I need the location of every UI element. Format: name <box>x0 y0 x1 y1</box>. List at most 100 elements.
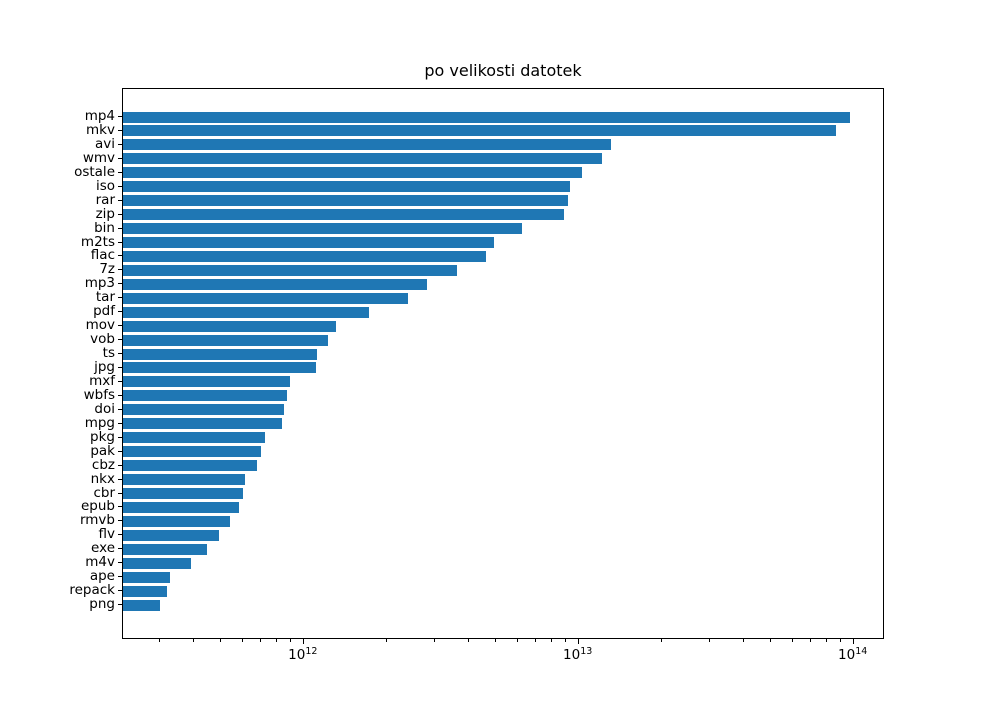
x-minor-tick <box>840 639 842 642</box>
y-tick-label: repack <box>69 582 115 599</box>
y-tick-label: mov <box>85 317 115 334</box>
y-tick-label: jpg <box>94 359 115 375</box>
y-tick-label: ts <box>102 345 115 361</box>
y-tick-label: cbz <box>91 456 115 473</box>
bar <box>123 487 243 499</box>
y-tick-mark <box>118 227 122 229</box>
bar <box>123 264 457 276</box>
y-tick-mark <box>118 506 122 508</box>
bar <box>123 195 568 207</box>
bar <box>123 529 219 541</box>
y-tick-mark <box>118 325 122 327</box>
y-tick-label: mpg <box>84 414 115 431</box>
y-tick-label: flv <box>98 526 116 543</box>
y-tick-label: wbfs <box>83 386 115 403</box>
y-tick-mark <box>118 339 122 341</box>
bar <box>123 320 336 332</box>
x-minor-tick <box>535 639 537 642</box>
x-minor-tick <box>220 639 221 642</box>
x-minor-tick <box>810 639 812 642</box>
y-tick-label: mxf <box>89 372 115 389</box>
y-tick-mark <box>118 269 122 271</box>
y-tick-mark <box>118 311 122 313</box>
y-tick-mark <box>118 520 122 522</box>
x-minor-tick <box>260 639 262 642</box>
bar <box>123 432 265 444</box>
x-major-tick <box>577 639 579 644</box>
y-tick-label: m2ts <box>80 233 115 250</box>
y-tick-label: rmvb <box>79 512 115 529</box>
y-tick-mark <box>118 604 122 605</box>
bar <box>123 181 571 193</box>
y-tick-label: pkg <box>90 428 115 445</box>
y-tick-mark <box>118 129 122 131</box>
bar <box>123 474 245 486</box>
bar <box>123 348 318 360</box>
y-tick-mark <box>118 590 122 592</box>
x-minor-tick <box>495 639 496 642</box>
y-tick-label: flac <box>90 247 115 264</box>
bar <box>123 139 611 151</box>
bar <box>123 446 262 458</box>
y-tick-label: png <box>89 596 115 612</box>
bar <box>123 125 836 137</box>
bar <box>123 223 522 235</box>
y-tick-label: iso <box>95 177 115 194</box>
y-tick-mark <box>118 185 122 187</box>
bar <box>123 278 427 290</box>
bar <box>123 334 328 346</box>
bar <box>123 557 192 569</box>
x-minor-tick <box>241 639 243 642</box>
y-tick-label: vob <box>90 331 115 348</box>
x-minor-tick <box>708 639 710 642</box>
x-major-tick <box>302 639 304 644</box>
y-tick-mark <box>118 367 122 368</box>
y-tick-label: epub <box>80 498 115 515</box>
plot-area <box>122 88 884 639</box>
x-minor-tick <box>516 639 518 642</box>
x-minor-tick <box>551 639 553 642</box>
x-minor-tick <box>159 639 160 642</box>
y-tick-mark <box>118 394 122 396</box>
y-tick-label: exe <box>91 540 115 557</box>
bar <box>123 167 583 179</box>
y-tick-mark <box>118 380 122 382</box>
x-tick-label: 1012 <box>288 646 318 663</box>
bar <box>123 418 282 430</box>
y-tick-mark <box>118 562 122 564</box>
bar <box>123 362 317 374</box>
y-tick-mark <box>118 143 122 145</box>
chart-title: po velikosti datotek <box>424 61 582 80</box>
y-tick-mark <box>118 478 122 480</box>
y-tick-label: pdf <box>93 303 115 320</box>
y-tick-label: pak <box>90 442 115 459</box>
y-tick-mark <box>118 297 122 299</box>
bar <box>123 209 564 221</box>
y-tick-mark <box>118 241 122 243</box>
y-tick-label: mp3 <box>84 275 115 292</box>
y-tick-label: bin <box>94 219 115 236</box>
x-major-tick <box>852 639 854 644</box>
y-tick-label: wmv <box>82 149 115 166</box>
y-tick-mark <box>118 492 122 494</box>
y-tick-mark <box>118 199 122 201</box>
y-tick-mark <box>118 283 122 285</box>
y-tick-label: mp4 <box>84 108 115 124</box>
y-tick-label: m4v <box>85 554 115 571</box>
bar <box>123 543 208 555</box>
y-tick-mark <box>118 534 122 536</box>
y-tick-mark <box>118 422 122 424</box>
y-tick-mark <box>118 548 122 550</box>
bar <box>123 376 290 388</box>
bar <box>123 306 370 318</box>
x-tick-label: 1014 <box>838 646 868 663</box>
bar <box>123 460 257 472</box>
bar <box>123 501 239 513</box>
y-tick-label: tar <box>95 289 115 306</box>
y-tick-label: zip <box>95 205 115 222</box>
x-minor-tick <box>290 639 292 642</box>
bar <box>123 515 231 527</box>
y-tick-mark <box>118 464 122 466</box>
y-tick-label: doi <box>94 400 115 417</box>
